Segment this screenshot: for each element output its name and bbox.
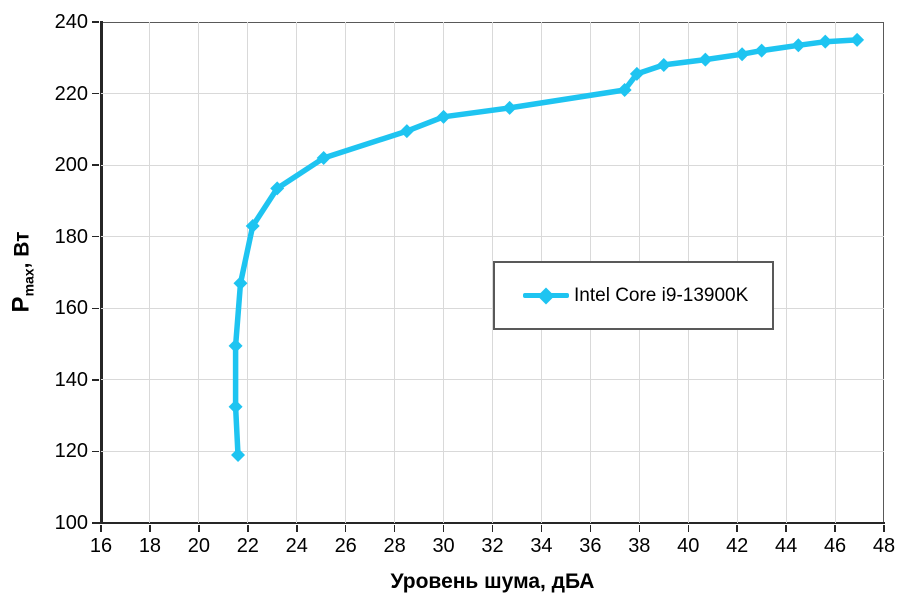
x-axis-tick xyxy=(687,525,689,532)
y-tick-label: 220 xyxy=(54,82,88,105)
data-point-marker xyxy=(754,43,769,58)
gridline-horizontal xyxy=(101,93,884,95)
x-tick-label: 16 xyxy=(89,535,113,557)
data-point-marker xyxy=(791,38,806,53)
data-point-marker xyxy=(270,181,285,196)
x-tick-label: 48 xyxy=(872,535,896,557)
gridline-vertical xyxy=(198,22,200,523)
x-tick-label: 24 xyxy=(285,535,308,557)
x-axis-tick xyxy=(638,525,641,532)
gridline-horizontal xyxy=(101,379,884,381)
gridline-vertical xyxy=(394,22,396,523)
x-tick-label: 36 xyxy=(579,535,602,557)
gridline-vertical xyxy=(149,22,151,523)
x-axis-tick xyxy=(198,525,200,532)
x-axis-title: Уровень шума, дБА xyxy=(390,570,595,593)
y-axis-tick xyxy=(92,164,99,166)
x-axis-tick xyxy=(883,525,885,532)
data-point-marker xyxy=(233,276,248,291)
y-axis-tick xyxy=(92,379,99,381)
x-axis-tick xyxy=(149,525,151,532)
gridline-horizontal xyxy=(101,236,884,238)
data-point-marker xyxy=(818,34,833,49)
data-point-marker xyxy=(245,218,260,233)
y-tick-label: 180 xyxy=(54,225,88,248)
y-tick-label: 240 xyxy=(54,11,88,33)
data-point-marker xyxy=(316,150,331,165)
data-point-marker xyxy=(850,32,865,47)
legend-series-label: Intel Core i9-13900K xyxy=(574,284,749,306)
gridline-horizontal xyxy=(101,450,884,452)
x-tick-label: 46 xyxy=(823,535,847,557)
x-axis-tick xyxy=(491,525,494,532)
data-point-marker xyxy=(228,399,243,414)
data-point-marker xyxy=(735,47,750,62)
x-axis-tick xyxy=(393,525,396,532)
x-axis-tick xyxy=(540,525,543,532)
data-point-marker xyxy=(228,338,243,353)
y-tick-label: 120 xyxy=(54,440,88,463)
x-axis-tick xyxy=(736,525,738,532)
data-point-marker xyxy=(617,82,632,97)
x-axis-tick xyxy=(100,525,102,532)
data-point-marker xyxy=(698,52,713,67)
x-tick-label: 26 xyxy=(334,535,357,557)
x-axis-tick xyxy=(785,525,787,532)
y-tick-label: 100 xyxy=(54,512,88,534)
legend: Intel Core i9-13900K xyxy=(493,261,774,330)
y-axis-tick xyxy=(92,522,99,524)
y-axis-tick xyxy=(92,92,99,95)
series-plot-svg xyxy=(228,32,865,463)
x-tick-label: 38 xyxy=(628,535,651,557)
series-line xyxy=(232,37,860,458)
x-tick-label: 40 xyxy=(677,535,700,557)
data-point-marker xyxy=(231,448,246,463)
gridline-vertical xyxy=(296,22,298,523)
x-tick-label: 42 xyxy=(726,535,749,557)
x-axis-tick xyxy=(834,525,836,532)
y-axis-title-subscript: max xyxy=(20,268,37,297)
x-axis-tick xyxy=(589,525,592,532)
legend-diamond-icon xyxy=(537,287,555,304)
gridline-horizontal xyxy=(101,164,884,166)
y-axis-line xyxy=(100,21,103,524)
gridline-vertical xyxy=(443,22,445,523)
data-point-marker xyxy=(399,124,414,139)
x-axis-tick xyxy=(296,525,298,532)
gridline-vertical xyxy=(492,22,493,523)
gridline-vertical xyxy=(247,22,249,523)
y-axis-tick xyxy=(92,450,99,453)
x-tick-label: 44 xyxy=(775,535,798,557)
data-point-marker xyxy=(629,66,644,81)
legend-line-swatch xyxy=(523,287,569,304)
y-tick-label: 160 xyxy=(54,297,88,320)
x-tick-label: 20 xyxy=(187,535,210,557)
gridline-vertical xyxy=(785,22,787,523)
y-axis-tick xyxy=(92,307,99,310)
x-axis-tick xyxy=(344,525,347,532)
gridline-vertical xyxy=(345,22,347,523)
y-tick-label: 200 xyxy=(54,154,88,177)
data-point-marker xyxy=(436,109,451,124)
gridline-horizontal xyxy=(101,307,884,309)
data-point-marker xyxy=(656,57,671,72)
x-tick-label: 22 xyxy=(236,535,259,557)
x-axis-tick xyxy=(247,525,249,532)
y-axis-tick xyxy=(92,21,99,23)
x-tick-label: 32 xyxy=(481,535,504,557)
gridline-vertical xyxy=(834,22,836,523)
y-tick-label: 140 xyxy=(54,368,88,391)
x-tick-label: 34 xyxy=(530,535,553,557)
x-tick-label: 30 xyxy=(432,535,455,557)
x-tick-label: 18 xyxy=(138,535,162,557)
x-tick-label: 28 xyxy=(383,535,406,557)
y-axis-tick xyxy=(92,235,99,238)
data-point-marker xyxy=(502,100,517,115)
x-axis-tick xyxy=(442,525,445,532)
